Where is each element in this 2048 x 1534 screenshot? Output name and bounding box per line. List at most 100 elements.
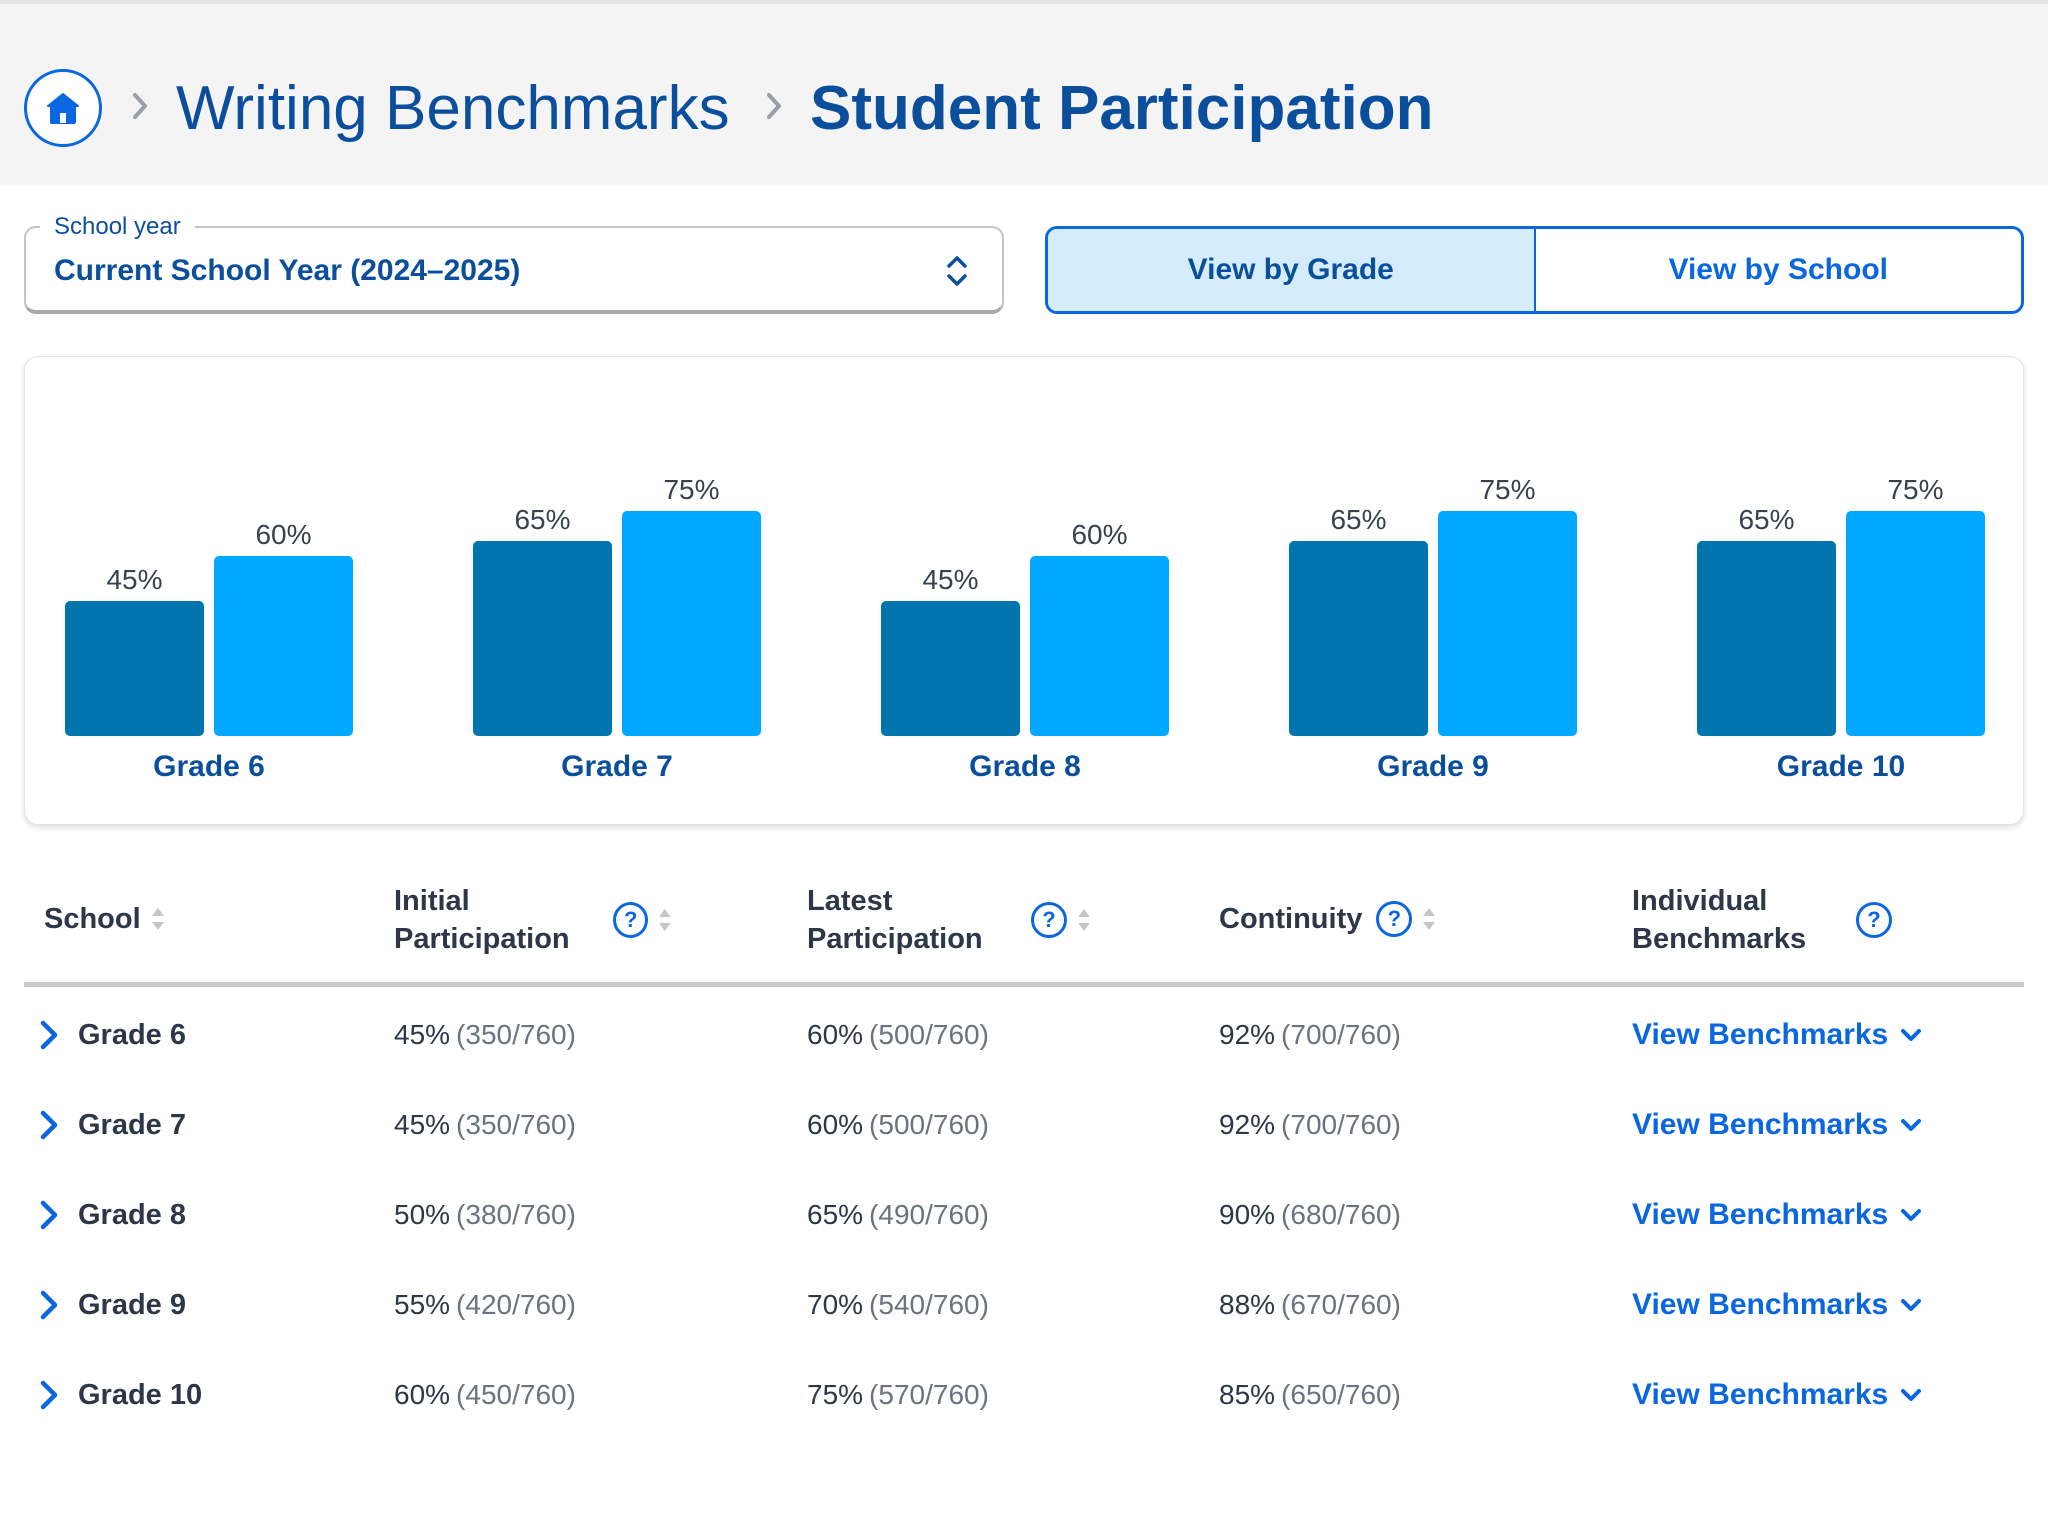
count-value: (700/760): [1281, 1019, 1401, 1050]
expand-row-icon[interactable]: [38, 1109, 60, 1141]
bar-data-label: 75%: [1479, 474, 1535, 505]
initial-participation-cell: 55% (420/760): [394, 1260, 576, 1350]
school-name: Grade 9: [78, 1288, 186, 1321]
view-benchmarks-link[interactable]: View Benchmarks: [1632, 1198, 1922, 1232]
category-label: Grade 7: [561, 750, 673, 783]
view-benchmarks-link[interactable]: View Benchmarks: [1632, 1018, 1922, 1052]
continuity-cell: 92% (700/760): [1219, 990, 1401, 1080]
percent-value: 92%: [1219, 1019, 1276, 1050]
percent-value: 60%: [394, 1379, 451, 1410]
bar-initial-grade-8[interactable]: [881, 601, 1020, 736]
count-value: (670/760): [1281, 1289, 1401, 1320]
percent-value: 60%: [807, 1019, 864, 1050]
sort-icon[interactable]: [1420, 902, 1438, 936]
bar-latest-grade-7[interactable]: [622, 511, 761, 736]
view-by-grade-button[interactable]: View by Grade: [1048, 229, 1536, 311]
bar-initial-grade-6[interactable]: [65, 601, 204, 736]
column-header-initial-participation[interactable]: Initial Participation ?: [394, 882, 674, 958]
breadcrumb-writing-benchmarks[interactable]: Writing Benchmarks: [176, 74, 730, 143]
table-row[interactable]: Grade 10 60% (450/760) 75% (570/760) 85% (650/…: [24, 1350, 2024, 1440]
initial-participation-cell: 45% (350/760): [394, 990, 576, 1080]
expand-row-icon[interactable]: [38, 1019, 60, 1051]
view-benchmarks-label: View Benchmarks: [1632, 1018, 1889, 1051]
school-cell[interactable]: Grade 9: [24, 1260, 186, 1350]
home-button[interactable]: [24, 69, 102, 147]
view-by-school-button[interactable]: View by School: [1668, 253, 1888, 286]
table-body: Grade 6 45% (350/760) 60% (500/760) 92% (700/7…: [24, 990, 2024, 1440]
chevron-down-icon: [1901, 1119, 1922, 1131]
table-row[interactable]: Grade 6 45% (350/760) 60% (500/760) 92% (700/7…: [24, 990, 2024, 1080]
sort-icon[interactable]: [1075, 903, 1093, 937]
bar-latest-grade-9[interactable]: [1438, 511, 1577, 736]
expand-row-icon[interactable]: [38, 1289, 60, 1321]
up-down-chevron-icon[interactable]: [940, 252, 974, 290]
school-year-value[interactable]: Current School Year (2024–2025): [54, 254, 521, 287]
individual-benchmarks-cell: View Benchmarks: [1632, 1260, 1922, 1350]
latest-participation-cell: 65% (490/760): [807, 1170, 989, 1260]
view-benchmarks-link[interactable]: View Benchmarks: [1632, 1378, 1922, 1412]
view-benchmarks-link[interactable]: View Benchmarks: [1632, 1288, 1922, 1322]
help-icon[interactable]: ?: [1376, 901, 1413, 937]
bar-data-label: 45%: [922, 564, 978, 595]
count-value: (420/760): [456, 1289, 576, 1320]
continuity-cell: 90% (680/760): [1219, 1170, 1401, 1260]
school-cell[interactable]: Grade 6: [24, 990, 186, 1080]
home-icon: [47, 93, 79, 124]
sort-icon[interactable]: [149, 902, 167, 936]
latest-participation-cell: 75% (570/760): [807, 1350, 989, 1440]
bar-data-label: 75%: [1887, 474, 1943, 505]
help-icon[interactable]: ?: [1031, 902, 1067, 938]
table-row[interactable]: Grade 7 45% (350/760) 60% (500/760) 92% (700/7…: [24, 1080, 2024, 1170]
percent-value: 70%: [807, 1289, 864, 1320]
breadcrumb-separator-icon: [128, 86, 152, 126]
count-value: (700/760): [1281, 1109, 1401, 1140]
participation-chart: 45% 60% Grade 6 65% 75% Grade 7 45% 60% Grade 8 6…: [24, 356, 2024, 825]
bar-initial-grade-7[interactable]: [473, 541, 612, 736]
column-header-label: Initial Participation: [394, 885, 570, 955]
count-value: (500/760): [869, 1019, 989, 1050]
initial-participation-cell: 50% (380/760): [394, 1170, 576, 1260]
column-header-continuity[interactable]: Continuity ?: [1219, 900, 1438, 938]
view-benchmarks-label: View Benchmarks: [1632, 1198, 1889, 1231]
page-title: Student Participation: [810, 74, 1434, 143]
percent-value: 45%: [394, 1109, 451, 1140]
bar-latest-grade-8[interactable]: [1030, 556, 1169, 736]
count-value: (490/760): [869, 1199, 989, 1230]
latest-participation-cell: 60% (500/760): [807, 1080, 989, 1170]
table-header: School Initial Participation ? Latest Pa…: [24, 860, 2024, 987]
help-icon[interactable]: ?: [1856, 902, 1892, 938]
chevron-down-icon: [1901, 1029, 1922, 1041]
expand-row-icon[interactable]: [38, 1199, 60, 1231]
column-header-individual-benchmarks: Individual Benchmarks ?: [1632, 882, 1952, 958]
percent-value: 75%: [807, 1379, 864, 1410]
column-header-label: Latest Participation: [807, 885, 983, 955]
sort-icon[interactable]: [656, 903, 674, 937]
column-header-school[interactable]: School: [44, 900, 167, 938]
participation-chart-svg: 45% 60% Grade 6 65% 75% Grade 7 45% 60% Grade 8 6…: [65, 474, 1985, 783]
school-name: Grade 6: [78, 1018, 186, 1051]
school-cell[interactable]: Grade 8: [24, 1170, 186, 1260]
individual-benchmarks-cell: View Benchmarks: [1632, 1350, 1922, 1440]
bar-initial-grade-10[interactable]: [1697, 541, 1836, 736]
school-cell[interactable]: Grade 7: [24, 1080, 186, 1170]
view-benchmarks-link[interactable]: View Benchmarks: [1632, 1108, 1922, 1142]
participation-table: School Initial Participation ? Latest Pa…: [24, 860, 2024, 1440]
bar-latest-grade-6[interactable]: [214, 556, 353, 736]
latest-participation-cell: 60% (500/760): [807, 990, 989, 1080]
table-row[interactable]: Grade 8 50% (380/760) 65% (490/760) 90% (680/7…: [24, 1170, 2024, 1260]
bar-initial-grade-9[interactable]: [1289, 541, 1428, 736]
bar-latest-grade-10[interactable]: [1846, 511, 1985, 736]
page-header: Writing Benchmarks Student Participation: [0, 0, 2048, 185]
category-label: Grade 9: [1377, 750, 1489, 783]
school-name: Grade 7: [78, 1108, 186, 1141]
table-row[interactable]: Grade 9 55% (420/760) 70% (540/760) 88% (670/7…: [24, 1260, 2024, 1350]
bar-data-label: 65%: [1738, 504, 1794, 535]
breadcrumb-separator-icon: [762, 86, 786, 126]
percent-value: 50%: [394, 1199, 451, 1230]
expand-row-icon[interactable]: [38, 1379, 60, 1411]
school-cell[interactable]: Grade 10: [24, 1350, 202, 1440]
help-icon[interactable]: ?: [613, 902, 649, 938]
column-header-latest-participation[interactable]: Latest Participation ?: [807, 882, 1107, 958]
column-header-label: School: [44, 903, 141, 935]
count-value: (380/760): [456, 1199, 576, 1230]
